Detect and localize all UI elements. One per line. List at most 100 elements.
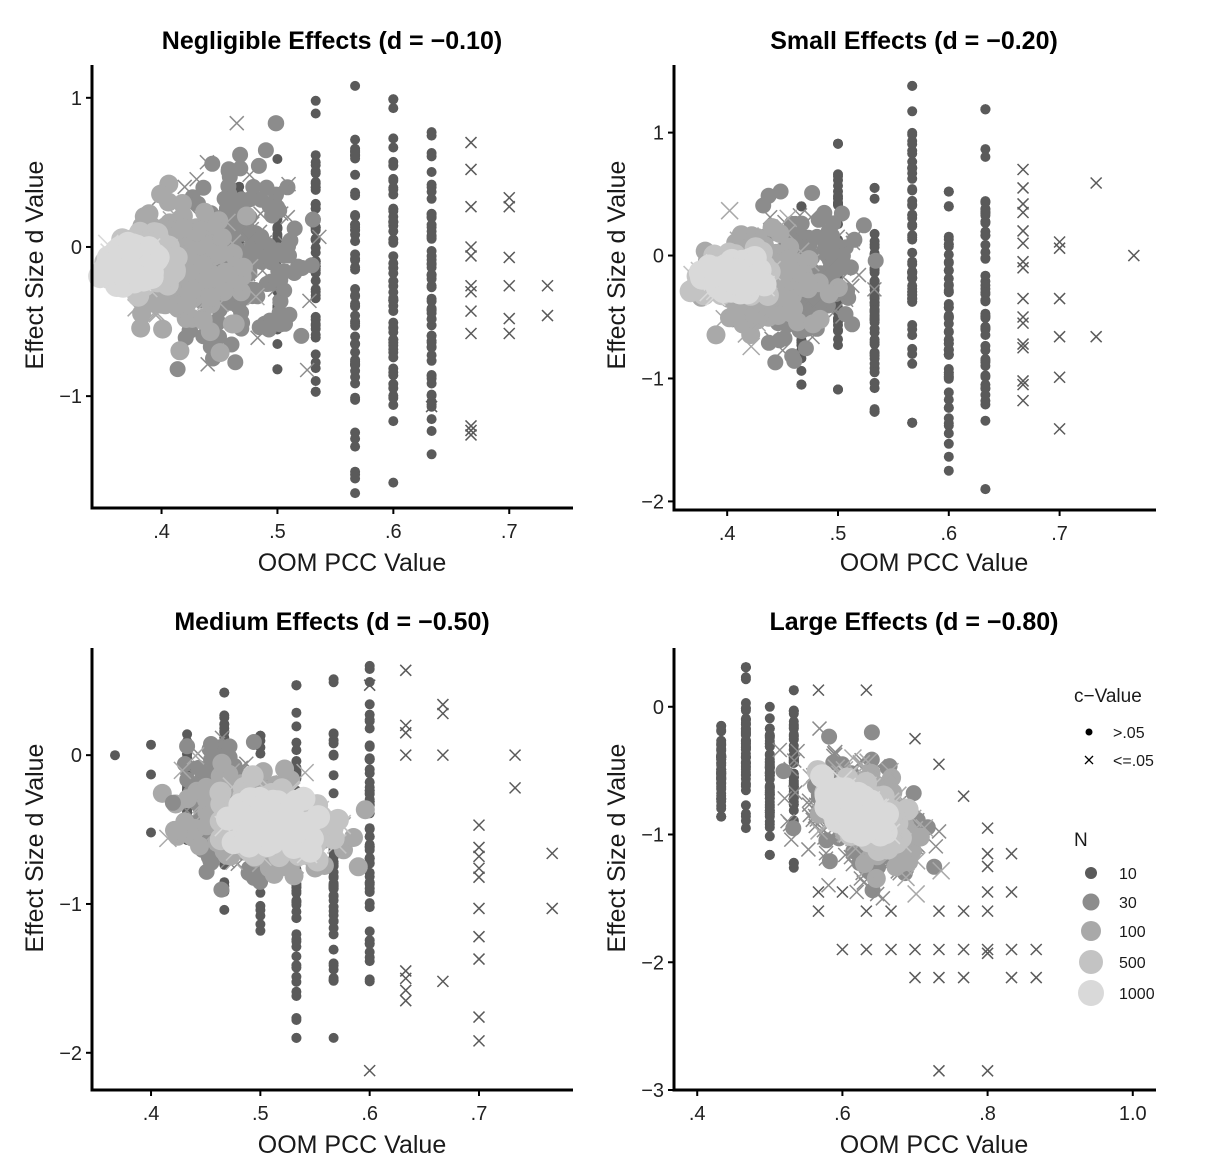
data-point-cross-n10 [1005, 847, 1018, 860]
data-point-n10 [943, 249, 954, 260]
data-point-n10 [980, 321, 991, 332]
data-point-cross-n10 [399, 972, 412, 985]
data-point-n10 [796, 201, 807, 212]
data-point-n10 [943, 201, 954, 212]
data-marks [88, 80, 554, 499]
data-point-n10 [350, 488, 361, 499]
data-point-n30 [304, 211, 321, 228]
data-point-n10 [907, 148, 918, 159]
y-axis-label: Effect Size d Value [603, 744, 631, 953]
x-axis-label: OOM PCC Value [840, 549, 1028, 577]
data-point-cross-n10 [464, 428, 478, 441]
data-point-n10 [426, 151, 437, 162]
data-point-n10 [310, 203, 321, 214]
data-point-n10 [943, 326, 954, 337]
data-point-n30 [179, 738, 196, 755]
data-point-n10 [907, 358, 918, 369]
data-point-n10 [980, 399, 991, 410]
data-point-n10 [869, 327, 880, 338]
data-point-n10 [310, 349, 321, 360]
data-point-n10 [426, 378, 437, 389]
x-tick-label: .6 [834, 1103, 851, 1125]
data-point-n10 [388, 94, 399, 105]
data-point-cross-n10 [1030, 971, 1043, 984]
data-point-cross-n10 [464, 249, 478, 262]
data-point-n10 [350, 147, 361, 158]
data-point-n10 [907, 247, 918, 258]
data-point-cross-n10 [472, 819, 486, 832]
data-point-n30 [785, 820, 802, 837]
data-point-n30 [245, 179, 262, 195]
x-tick-label: .6 [361, 1103, 378, 1125]
data-point-n10 [943, 287, 954, 298]
data-point-n30 [772, 183, 789, 200]
data-point-n100 [193, 311, 213, 331]
data-point-cross-n30 [242, 167, 258, 183]
data-point-n10 [869, 367, 880, 378]
data-point-n10 [291, 941, 302, 952]
data-point-n10 [310, 95, 321, 106]
data-point-n10 [907, 139, 918, 150]
data-point-n10 [980, 270, 991, 281]
panel-title: Medium Effects (d = −0.50) [174, 608, 489, 636]
data-point-n10 [388, 216, 399, 227]
data-point-cross-n10 [1053, 235, 1066, 249]
data-point-n10 [980, 484, 991, 495]
y-tick-label: 1 [71, 88, 82, 110]
data-point-n10 [291, 962, 302, 973]
data-point-n10 [328, 916, 339, 927]
data-point-n100 [798, 272, 818, 292]
data-point-n10 [943, 312, 954, 323]
data-point-n10 [426, 209, 437, 220]
x-tick-label: .6 [940, 523, 957, 545]
data-point-n10 [907, 417, 918, 428]
data-point-cross-n10 [472, 930, 486, 943]
data-point-cross-n10 [464, 305, 478, 318]
data-point-n10 [328, 960, 339, 971]
data-point-n10 [980, 196, 991, 207]
data-point-n10 [943, 258, 954, 268]
data-point-cross-n30 [241, 230, 257, 246]
data-point-n10 [219, 710, 230, 721]
axes: .4.5.6.710−1−2 [641, 65, 1156, 545]
data-point-cross-n10 [399, 984, 412, 997]
data-point-n10 [350, 372, 361, 382]
data-point-n10 [388, 156, 399, 167]
data-point-n10 [426, 280, 437, 291]
data-point-n10 [833, 175, 843, 186]
data-point-n100 [212, 753, 232, 773]
data-point-n10 [388, 203, 399, 214]
data-point-n10 [426, 193, 437, 204]
data-point-cross-n10 [932, 1064, 945, 1077]
data-point-cross-n10 [541, 309, 554, 322]
data-point-cross-n10 [932, 943, 945, 956]
data-point-n10 [426, 130, 437, 141]
panel-title: Small Effects (d = −0.20) [770, 27, 1058, 55]
data-point-cross-n10 [1017, 255, 1030, 268]
data-point-cross-n10 [436, 698, 449, 711]
data-point-n10 [350, 264, 361, 275]
data-point-n30 [257, 142, 274, 159]
data-point-n10 [310, 150, 321, 161]
data-point-n100 [193, 255, 213, 274]
data-point-n10 [980, 296, 991, 307]
data-point-n10 [907, 184, 918, 195]
data-point-n10 [310, 363, 321, 374]
data-point-n100 [182, 280, 202, 300]
data-point-n10 [272, 222, 283, 233]
data-point-n10 [388, 276, 399, 286]
data-point-n10 [291, 913, 302, 924]
data-point-n30 [279, 179, 296, 196]
data-point-n10 [350, 427, 361, 438]
legend-size-30-icon [1082, 893, 1100, 911]
data-point-n30 [804, 185, 821, 201]
data-point-n30 [195, 179, 212, 196]
data-point-n100 [134, 207, 154, 227]
data-point-n10 [943, 465, 954, 476]
data-point-cross-n100 [907, 884, 926, 903]
data-point-n10 [869, 228, 880, 239]
panel-medium-effects: Medium Effects (d = −0.50) OOM PCC Value… [21, 608, 573, 1159]
data-point-cross-n30 [772, 742, 788, 758]
data-point-n10 [943, 338, 954, 349]
data-point-n10 [980, 151, 991, 162]
